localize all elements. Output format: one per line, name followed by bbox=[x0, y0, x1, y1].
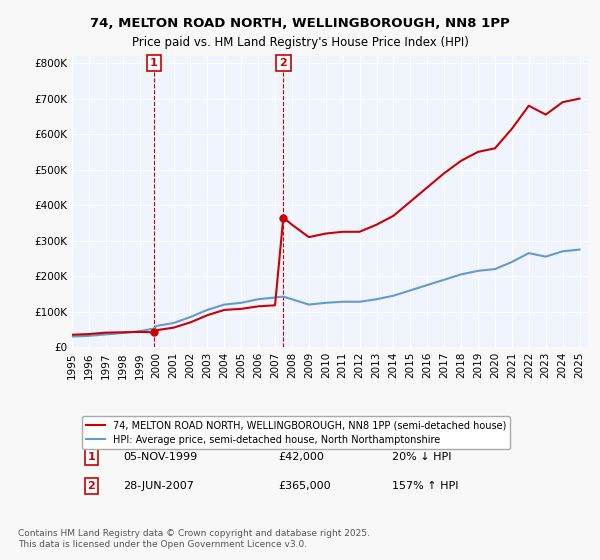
Text: 1: 1 bbox=[88, 452, 95, 462]
Text: £42,000: £42,000 bbox=[278, 452, 324, 462]
Text: £365,000: £365,000 bbox=[278, 481, 331, 491]
Text: 2: 2 bbox=[280, 58, 287, 68]
Text: 1: 1 bbox=[150, 58, 158, 68]
Text: 157% ↑ HPI: 157% ↑ HPI bbox=[392, 481, 458, 491]
Text: 28-JUN-2007: 28-JUN-2007 bbox=[124, 481, 194, 491]
Text: 20% ↓ HPI: 20% ↓ HPI bbox=[392, 452, 451, 462]
Text: 2: 2 bbox=[88, 481, 95, 491]
Text: Price paid vs. HM Land Registry's House Price Index (HPI): Price paid vs. HM Land Registry's House … bbox=[131, 36, 469, 49]
Text: 05-NOV-1999: 05-NOV-1999 bbox=[124, 452, 198, 462]
Legend: 74, MELTON ROAD NORTH, WELLINGBOROUGH, NN8 1PP (semi-detached house), HPI: Avera: 74, MELTON ROAD NORTH, WELLINGBOROUGH, N… bbox=[82, 416, 511, 449]
Text: 74, MELTON ROAD NORTH, WELLINGBOROUGH, NN8 1PP: 74, MELTON ROAD NORTH, WELLINGBOROUGH, N… bbox=[90, 17, 510, 30]
Text: Contains HM Land Registry data © Crown copyright and database right 2025.
This d: Contains HM Land Registry data © Crown c… bbox=[18, 529, 370, 549]
